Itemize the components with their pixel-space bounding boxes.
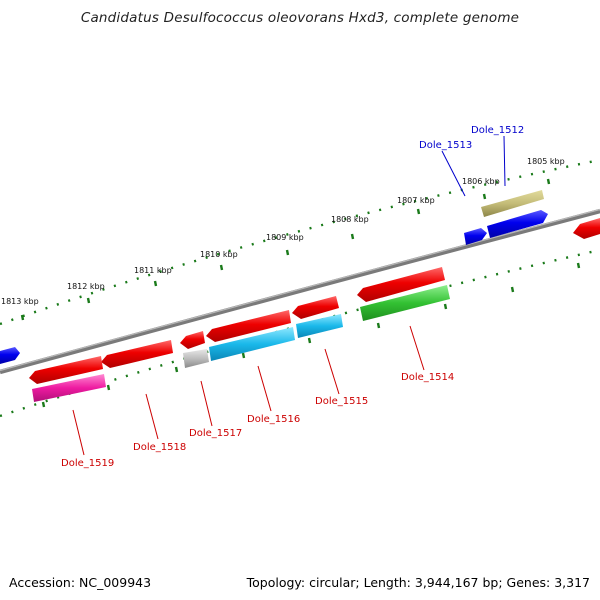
gene-red-1516	[206, 310, 291, 342]
kbp-label-1812: 1812 kbp	[67, 282, 105, 291]
gene-labels: Dole_1512 Dole_1513 Dole_1514 Dole_1515 …	[61, 125, 524, 469]
outer-major-ticks	[20, 178, 551, 321]
gene-cyan-1516	[209, 327, 295, 361]
gene-magenta-1519	[32, 374, 106, 402]
gene-label-dole-1514: Dole_1514	[401, 372, 454, 383]
topology-text: Topology: circular; Length: 3,944,167 bp…	[246, 575, 590, 590]
reverse-genes-red	[0, 267, 445, 384]
gene-red-edge	[573, 218, 600, 239]
kbp-label-1813: 1813 kbp	[1, 297, 39, 306]
gene-cyan-1515	[296, 314, 343, 338]
gene-label-dole-1519: Dole_1519	[61, 458, 114, 469]
inner-major-ticks	[41, 262, 581, 408]
kbp-label-1807: 1807 kbp	[397, 196, 435, 205]
gene-label-dole-1513: Dole_1513	[419, 140, 472, 151]
genome-backbone	[0, 208, 600, 375]
reverse-genes-inner	[32, 285, 450, 402]
gene-red-1518	[101, 340, 173, 368]
gene-label-dole-1516: Dole_1516	[247, 414, 300, 425]
gene-label-dole-1512: Dole_1512	[471, 125, 524, 136]
gene-label-dole-1515: Dole_1515	[315, 396, 368, 407]
kbp-label-1810: 1810 kbp	[200, 250, 238, 259]
gene-gray-1517	[183, 349, 209, 368]
kbp-labels: 1805 kbp 1806 kbp 1807 kbp 1808 kbp 1809…	[1, 157, 565, 306]
gene-blue-upper	[487, 210, 548, 238]
kbp-label-1806: 1806 kbp	[462, 177, 500, 186]
map-title: Candidatus Desulfococcus oleovorans Hxd3…	[80, 10, 520, 26]
gene-dole-1512	[481, 190, 544, 217]
kbp-label-1805: 1805 kbp	[527, 157, 565, 166]
kbp-label-1808: 1808 kbp	[331, 215, 369, 224]
forward-genes	[464, 190, 600, 245]
gene-blue-left-edge	[0, 347, 20, 364]
leader-lines	[72, 135, 506, 456]
gene-red-1519	[29, 356, 103, 384]
gene-red-1514	[357, 267, 445, 302]
gene-label-dole-1517: Dole_1517	[189, 428, 242, 439]
kbp-label-1811: 1811 kbp	[134, 266, 172, 275]
gene-red-1515	[292, 296, 339, 319]
gene-dole-1513	[464, 228, 487, 245]
kbp-label-1809: 1809 kbp	[266, 233, 304, 242]
gene-red-1517	[180, 331, 205, 349]
gene-label-dole-1518: Dole_1518	[133, 442, 186, 453]
gene-green-1514	[360, 285, 450, 321]
outer-tick-track	[0, 158, 600, 326]
accession-text: Accession: NC_009943	[9, 575, 152, 590]
